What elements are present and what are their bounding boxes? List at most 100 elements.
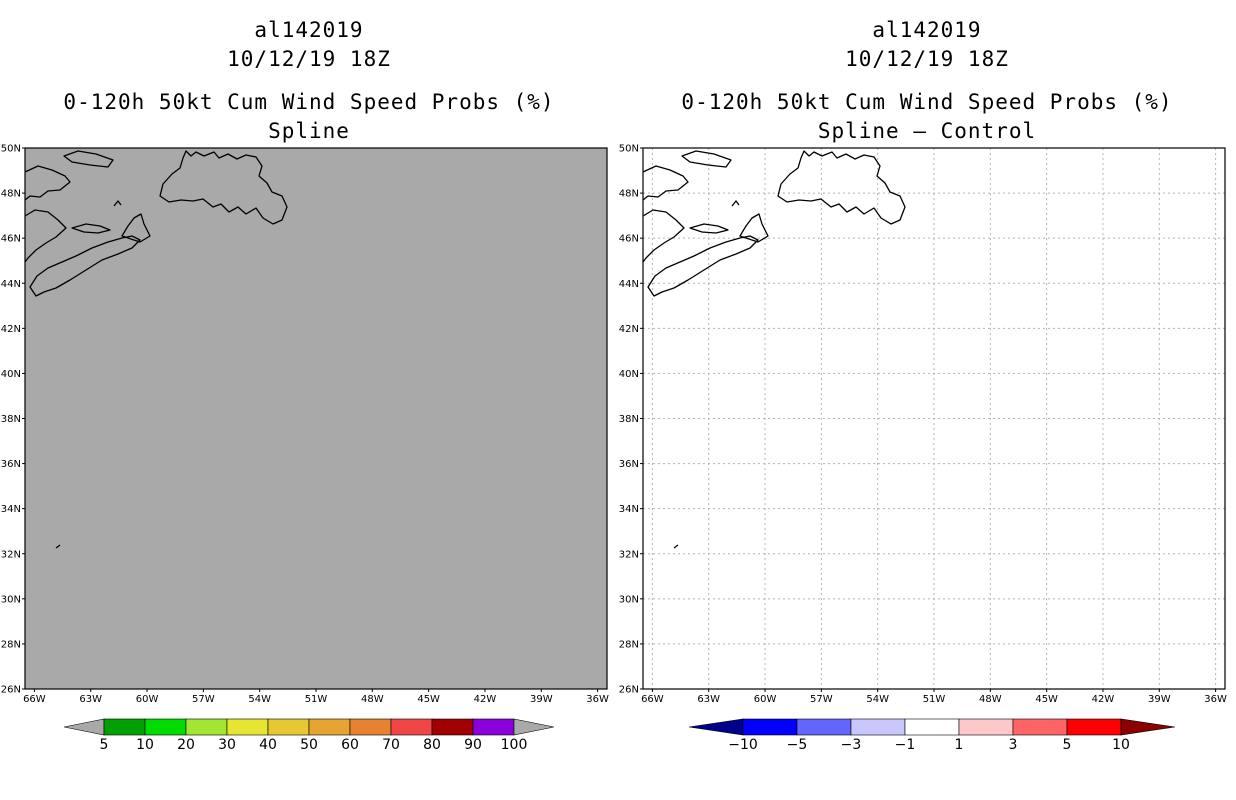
lat-label-26N: 26N bbox=[1, 685, 21, 696]
coastline-0 bbox=[777, 150, 906, 225]
colorbar-box bbox=[850, 718, 906, 736]
colorbar-label: 80 bbox=[423, 737, 441, 753]
method-title: Spline – Control bbox=[817, 119, 1037, 143]
colorbar-label: 1 bbox=[955, 737, 964, 753]
coastlines bbox=[24, 150, 288, 549]
coastline-7 bbox=[113, 200, 122, 207]
lat-label-30N: 30N bbox=[619, 594, 639, 605]
lon-label-39W: 39W bbox=[530, 694, 553, 705]
lat-label-44N: 44N bbox=[1, 279, 21, 290]
map-spline-control: 50N48N46N44N42N40N38N36N34N32N30N28N26N6… bbox=[619, 144, 1227, 754]
lon-label-57W: 57W bbox=[192, 694, 215, 705]
storm-id-title: al142019 bbox=[872, 18, 982, 42]
lat-label-32N: 32N bbox=[1, 549, 21, 560]
colorbar-label: −3 bbox=[841, 737, 862, 753]
colorbar-box bbox=[904, 718, 960, 736]
lat-label-50N: 50N bbox=[1, 144, 21, 155]
colorbar-label: 10 bbox=[1112, 737, 1130, 753]
lat-label-46N: 46N bbox=[619, 234, 639, 245]
colorbar-box bbox=[796, 718, 852, 736]
product-title: 0-120h 50kt Cum Wind Speed Probs (%) bbox=[681, 90, 1173, 114]
colorbar-box bbox=[185, 718, 228, 736]
coastline-6 bbox=[689, 223, 729, 234]
colorbar-label: 5 bbox=[100, 737, 109, 753]
lat-label-48N: 48N bbox=[1, 189, 21, 200]
lon-label-54W: 54W bbox=[248, 694, 271, 705]
colorbar-box bbox=[431, 718, 474, 736]
lat-label-36N: 36N bbox=[619, 459, 639, 470]
lon-label-51W: 51W bbox=[305, 694, 328, 705]
colorbar-label: −10 bbox=[728, 737, 758, 753]
lat-label-34N: 34N bbox=[619, 504, 639, 515]
colorbar-label: 30 bbox=[218, 737, 236, 753]
coastline-2 bbox=[63, 150, 114, 168]
lat-label-46N: 46N bbox=[1, 234, 21, 245]
method-title: Spline bbox=[268, 119, 350, 143]
lon-label-63W: 63W bbox=[79, 694, 102, 705]
lon-label-66W: 66W bbox=[641, 694, 664, 705]
colorbar-label: −5 bbox=[787, 737, 808, 753]
colorbar-label: 50 bbox=[300, 737, 318, 753]
lon-label-45W: 45W bbox=[417, 694, 440, 705]
coastline-1 bbox=[24, 165, 71, 201]
colorbar-under-triangle bbox=[63, 718, 105, 736]
lon-label-39W: 39W bbox=[1148, 694, 1171, 705]
coastline-5 bbox=[121, 213, 151, 243]
lat-label-40N: 40N bbox=[619, 369, 639, 380]
coastline-8 bbox=[673, 544, 679, 549]
date-title: 10/12/19 18Z bbox=[227, 47, 391, 71]
colorbar-box bbox=[226, 718, 269, 736]
lat-label-28N: 28N bbox=[619, 639, 639, 650]
lon-label-36W: 36W bbox=[1204, 694, 1227, 705]
lon-label-60W: 60W bbox=[136, 694, 159, 705]
product-title: 0-120h 50kt Cum Wind Speed Probs (%) bbox=[63, 90, 555, 114]
colorbar-box bbox=[958, 718, 1014, 736]
lon-label-48W: 48W bbox=[979, 694, 1002, 705]
colorbar-over-triangle bbox=[1120, 718, 1176, 736]
panel-spline: al142019 10/12/19 18Z 0-120h 50kt Cum Wi… bbox=[1, 18, 609, 754]
colorbar-label: 10 bbox=[136, 737, 154, 753]
colorbar-box bbox=[103, 718, 146, 736]
coastline-3 bbox=[24, 209, 67, 263]
lat-label-26N: 26N bbox=[619, 685, 639, 696]
colorbar-under-triangle bbox=[688, 718, 744, 736]
lon-label-51W: 51W bbox=[923, 694, 946, 705]
storm-id-title: al142019 bbox=[254, 18, 364, 42]
coastline-3 bbox=[642, 209, 685, 263]
lat-label-50N: 50N bbox=[619, 144, 639, 155]
coastline-4 bbox=[647, 235, 759, 297]
lat-label-38N: 38N bbox=[619, 414, 639, 425]
colorbar-label: 40 bbox=[259, 737, 277, 753]
colorbar-label: 20 bbox=[177, 737, 195, 753]
lon-label-63W: 63W bbox=[697, 694, 720, 705]
colorbar-box bbox=[472, 718, 515, 736]
colorbar-box bbox=[267, 718, 310, 736]
lon-label-42W: 42W bbox=[474, 694, 497, 705]
colorbar-label: −1 bbox=[895, 737, 916, 753]
colorbar-box bbox=[349, 718, 392, 736]
lat-label-32N: 32N bbox=[619, 549, 639, 560]
lat-label-36N: 36N bbox=[1, 459, 21, 470]
lat-label-28N: 28N bbox=[1, 639, 21, 650]
coastlines bbox=[642, 150, 906, 549]
colorbar-box bbox=[1012, 718, 1068, 736]
map-area bbox=[25, 148, 607, 689]
lat-label-34N: 34N bbox=[1, 504, 21, 515]
colorbar-box bbox=[1066, 718, 1122, 736]
coastline-4 bbox=[29, 235, 141, 297]
lon-label-54W: 54W bbox=[866, 694, 889, 705]
lat-label-38N: 38N bbox=[1, 414, 21, 425]
lon-label-42W: 42W bbox=[1092, 694, 1115, 705]
lat-label-40N: 40N bbox=[1, 369, 21, 380]
lat-label-44N: 44N bbox=[619, 279, 639, 290]
coastline-0 bbox=[159, 150, 288, 225]
colorbar-box bbox=[390, 718, 433, 736]
colorbar-label: 90 bbox=[464, 737, 482, 753]
date-title: 10/12/19 18Z bbox=[845, 47, 1009, 71]
map-spline: 50N48N46N44N42N40N38N36N34N32N30N28N26N6… bbox=[1, 144, 609, 754]
colorbar-label: 5 bbox=[1063, 737, 1072, 753]
colorbar-box bbox=[308, 718, 351, 736]
coastline-2 bbox=[681, 150, 732, 168]
coastline-1 bbox=[642, 165, 689, 201]
lon-label-57W: 57W bbox=[810, 694, 833, 705]
